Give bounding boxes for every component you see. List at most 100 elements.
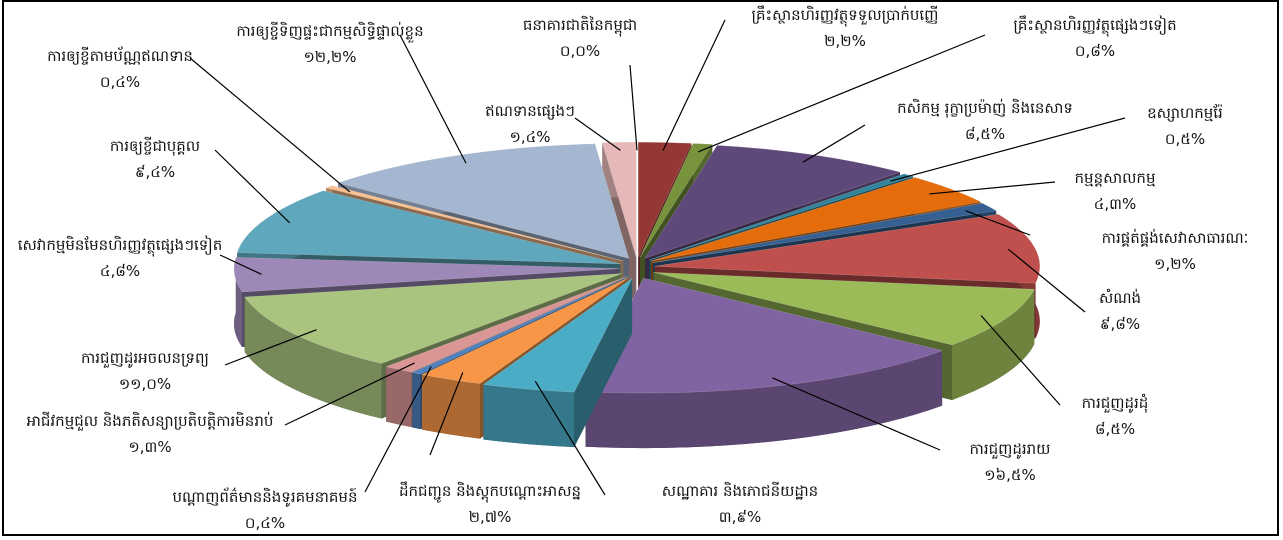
data-label: សណ្ឋាគារ និងភោជនីយដ្ឋាន៣,៩% <box>610 478 870 530</box>
data-label: កសិកម្ម រុក្ខាប្រម៉ាញ់ និងនេសាទ៨,៥% <box>855 95 1115 147</box>
slice-wall <box>422 374 480 439</box>
slice-top <box>637 141 692 258</box>
category-name: ដឹកជញ្ជូន និងស្តុកបណ្តោះអាសន្ន <box>398 482 581 500</box>
slice <box>482 278 633 448</box>
leader-line <box>698 34 986 153</box>
data-label: ឧស្សាហកម្មរ៉ែ០,៥% <box>1105 100 1265 152</box>
slice-wall <box>483 384 575 448</box>
leader-line <box>890 117 1126 182</box>
data-label: គ្រឹះស្ថានហិរញ្ញវត្ថុផ្សេងៗទៀត០,៨% <box>955 12 1235 64</box>
slice-top <box>650 177 982 262</box>
leader-line <box>189 57 351 193</box>
value-label: ១១,០% <box>118 375 172 393</box>
leader-line <box>1007 248 1086 313</box>
value-label: ៨,៥% <box>1094 420 1136 438</box>
leader-line <box>629 64 638 151</box>
category-name: កម្មន្តសាលកម្ម <box>1074 169 1156 187</box>
leader-line <box>574 117 621 151</box>
slice-top <box>482 278 633 393</box>
data-label: ការឲ្យខ្ចីទិញផ្ទះជាកម្មសិទ្ធិផ្ទាល់ខ្លួន… <box>195 18 465 70</box>
data-label: ការឲ្យខ្ចីជាបុគ្គល ៩,៤% <box>65 133 245 185</box>
data-label: ការជួញដូររាយ១៦,៥% <box>930 436 1090 488</box>
slice-wall <box>952 289 1035 400</box>
category-name: ឧស្សាហកម្មរ៉ែ <box>1147 104 1223 122</box>
data-label: ការផ្គត់ផ្គង់សេវាសាធារណៈ១,២% <box>1060 225 1283 277</box>
category-name: ធនាគារជាតិនៃកម្ពុជា <box>522 16 638 34</box>
slice-top <box>244 273 622 364</box>
leader-line <box>662 19 726 151</box>
value-label: ០,៨% <box>1074 42 1116 60</box>
category-name: សំណង់ <box>1098 289 1142 307</box>
leader-line <box>219 254 262 275</box>
data-label: ឥណទានផ្សេងៗ១,៤% <box>450 98 610 150</box>
value-label: ១៦,៥% <box>984 466 1036 484</box>
leader-line <box>364 366 432 493</box>
leader-line <box>772 377 941 451</box>
category-name: ការផ្គត់ផ្គង់សេវាសាធារណៈ <box>1101 229 1249 247</box>
slice-top <box>654 214 1040 284</box>
value-label: ៣,៩% <box>718 508 762 526</box>
data-label: ធនាគារជាតិនៃកម្ពុជា០,០% <box>470 12 690 64</box>
leader-line <box>224 329 317 366</box>
slice-top <box>653 272 1035 346</box>
data-label: ដឹកជញ្ជូន និងស្តុកបណ្តោះអាសន្ន២,៧% <box>390 478 590 530</box>
data-label: ការឲ្យខ្ចីតាមប័ណ្ណឥណទាន ០,៤% <box>20 43 220 95</box>
slice-top <box>233 257 620 293</box>
slice-wall <box>386 366 412 428</box>
value-label: ០,០% <box>559 42 601 60</box>
value-label: ៩,៨% <box>1099 315 1141 333</box>
value-label: ៤,៨% <box>99 262 141 280</box>
category-name: អាជីវកម្មជួល និងភតិសន្យាប្រតិបត្តិការមិន… <box>26 412 274 430</box>
value-label: ២,២% <box>824 32 866 50</box>
value-label: ១,២% <box>1154 255 1196 273</box>
data-label: អាជីវកម្មជួល និងភតិសន្យាប្រតិបត្តិការមិន… <box>5 408 295 460</box>
category-name: ការឲ្យខ្ចីជាបុគ្គល <box>109 137 201 155</box>
leader-line <box>802 124 866 163</box>
value-label: ១២,២% <box>303 48 357 66</box>
leader-line <box>980 315 1061 406</box>
data-label: ការជួញដូរអចលនទ្រព្យ១១,០% <box>45 345 245 397</box>
data-label: សេវាកម្មមិនមែនហិរញ្ញវត្ថុផ្សេងៗទៀត៤,៨% <box>15 232 225 284</box>
slice-wall <box>412 372 421 430</box>
category-name: សេវាកម្មមិនមែនហិរញ្ញវត្ថុផ្សេងៗទៀត <box>17 236 223 254</box>
category-name: គ្រឹះស្ថានហិរញ្ញវត្ថុផ្សេងៗទៀត <box>1013 16 1177 34</box>
category-name: ការឲ្យខ្ចីតាមប័ណ្ណឥណទាន <box>47 47 193 65</box>
category-name: សណ្ឋាគារ និងភោជនីយដ្ឋាន <box>661 482 819 500</box>
value-label: ២,៧% <box>468 508 512 526</box>
value-label: ៨,៥% <box>964 125 1006 143</box>
slice-wall <box>244 297 382 419</box>
leader-line <box>965 210 1031 236</box>
slice-wall <box>585 350 943 449</box>
category-name: ការជួញដូររាយ <box>969 440 1051 458</box>
slice-wall <box>234 257 243 347</box>
data-label: សំណង់៩,៨% <box>1080 285 1160 337</box>
value-label: ០,៤% <box>244 514 286 532</box>
category-name: កសិកម្ម រុក្ខាប្រម៉ាញ់ និងនេសាទ <box>897 99 1073 117</box>
value-label: ៤,៣% <box>1093 195 1137 213</box>
leader-line <box>929 181 1056 195</box>
slice-top <box>325 185 624 262</box>
data-label: ការជួញដូរដុំ៨,៥% <box>1055 390 1175 442</box>
category-name: ការជួញដូរដុំ <box>1081 394 1149 412</box>
category-name: បណ្តាញព័ត៌មាននិងទូរគមនាគមន៍ <box>172 488 358 506</box>
slice <box>585 277 943 449</box>
slice-top <box>649 173 914 261</box>
value-label: ១,៣% <box>128 438 172 456</box>
value-label: ០,៥% <box>1164 130 1206 148</box>
data-label: កម្មន្តសាលកម្ម៤,៣% <box>1035 165 1195 217</box>
category-name: ឥណទានផ្សេងៗ <box>485 102 575 120</box>
leader-line <box>284 362 415 426</box>
category-name: ការឲ្យខ្ចីទិញផ្ទះជាកម្មសិទ្ធិផ្ទាល់ខ្លួន <box>236 22 424 40</box>
value-label: ១,៤% <box>509 128 551 146</box>
slice-top <box>337 143 630 259</box>
category-name: ការជួញដូរអចលនទ្រព្យ <box>81 349 209 367</box>
slice-top <box>236 190 621 265</box>
slice-top <box>421 277 629 384</box>
slice-top <box>385 276 627 373</box>
category-name: គ្រឹះស្ថានហិរញ្ញវត្ថុទទួលប្រាក់បញ្ញើ <box>751 6 939 24</box>
slice-top <box>585 277 943 394</box>
data-label: គ្រឹះស្ថានហិរញ្ញវត្ថុទទួលប្រាក់បញ្ញើ២,២% <box>695 2 995 54</box>
leader-line <box>214 149 291 224</box>
